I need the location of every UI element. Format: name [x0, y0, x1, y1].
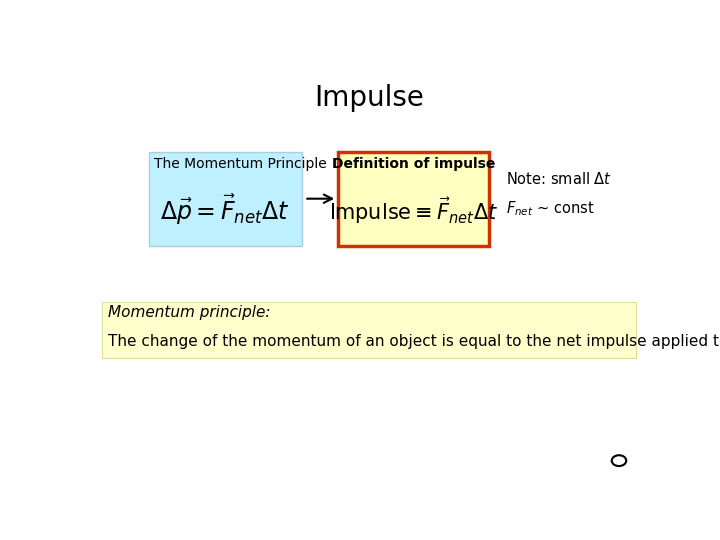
Text: Momentum principle:: Momentum principle:	[108, 305, 270, 320]
FancyBboxPatch shape	[148, 152, 302, 246]
Text: $F_{net}$ ~ const: $F_{net}$ ~ const	[505, 199, 594, 218]
Text: Impulse: Impulse	[314, 84, 424, 112]
FancyBboxPatch shape	[102, 302, 636, 358]
Text: Definition of impulse: Definition of impulse	[332, 157, 495, 171]
Text: The Momentum Principle: The Momentum Principle	[154, 157, 327, 171]
FancyBboxPatch shape	[338, 152, 489, 246]
Text: $\mathrm{Impulse} \equiv \vec{F}_{net}\Delta t$: $\mathrm{Impulse} \equiv \vec{F}_{net}\D…	[329, 195, 498, 226]
Text: $\Delta\vec{p} = \vec{F}_{net}\Delta t$: $\Delta\vec{p} = \vec{F}_{net}\Delta t$	[161, 193, 290, 227]
Text: The change of the momentum of an object is equal to the net impulse applied to i: The change of the momentum of an object …	[108, 334, 720, 349]
Text: Note: small $\Delta t$: Note: small $\Delta t$	[505, 171, 612, 187]
